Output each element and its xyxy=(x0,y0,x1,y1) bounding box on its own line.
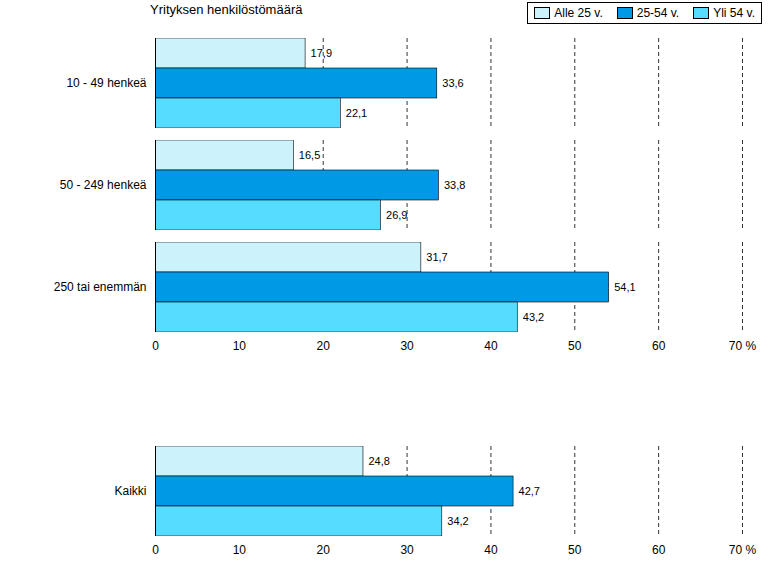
svg-text:30: 30 xyxy=(400,339,414,353)
svg-text:43,2: 43,2 xyxy=(523,311,544,323)
svg-text:20: 20 xyxy=(317,339,331,353)
svg-text:33,6: 33,6 xyxy=(442,77,463,89)
svg-text:50 - 249 henkeä: 50 - 249 henkeä xyxy=(60,178,147,192)
svg-text:30: 30 xyxy=(400,543,414,557)
svg-text:60: 60 xyxy=(652,339,666,353)
svg-text:40: 40 xyxy=(484,339,498,353)
html-text:Yrityksen henkilöstömäärä: Yrityksen henkilöstömäärä xyxy=(150,2,303,17)
svg-text:42,7: 42,7 xyxy=(519,485,540,497)
svg-text:60: 60 xyxy=(652,543,666,557)
svg-text:26,9: 26,9 xyxy=(386,209,407,221)
html-text:Alle 25 v.: Alle 25 v. xyxy=(554,6,603,20)
svg-text:10: 10 xyxy=(233,543,247,557)
svg-text:0: 0 xyxy=(152,339,159,353)
svg-text:34,2: 34,2 xyxy=(447,515,468,527)
svg-text:20: 20 xyxy=(317,543,331,557)
svg-text:50: 50 xyxy=(568,543,582,557)
html-text:25-54 v.: 25-54 v. xyxy=(636,6,680,20)
svg-text:Kaikki: Kaikki xyxy=(114,484,146,498)
svg-text:70 %: 70 % xyxy=(729,543,757,557)
svg-text:16,5: 16,5 xyxy=(299,149,320,161)
svg-text:50: 50 xyxy=(568,339,582,353)
svg-text:22,1: 22,1 xyxy=(346,107,367,119)
svg-text:33,8: 33,8 xyxy=(444,179,465,191)
svg-text:0: 0 xyxy=(152,543,159,557)
svg-text:31,7: 31,7 xyxy=(426,251,447,263)
svg-text:40: 40 xyxy=(484,543,498,557)
svg-text:54,1: 54,1 xyxy=(614,281,635,293)
svg-text:70 %: 70 % xyxy=(729,339,757,353)
svg-text:250 tai enemmän: 250 tai enemmän xyxy=(54,280,147,294)
html-text:Yli 54 v.: Yli 54 v. xyxy=(713,6,755,20)
svg-text:17,9: 17,9 xyxy=(311,47,332,59)
svg-text:10 - 49 henkeä: 10 - 49 henkeä xyxy=(66,76,146,90)
svg-text:24,8: 24,8 xyxy=(368,455,389,467)
svg-text:10: 10 xyxy=(233,339,247,353)
